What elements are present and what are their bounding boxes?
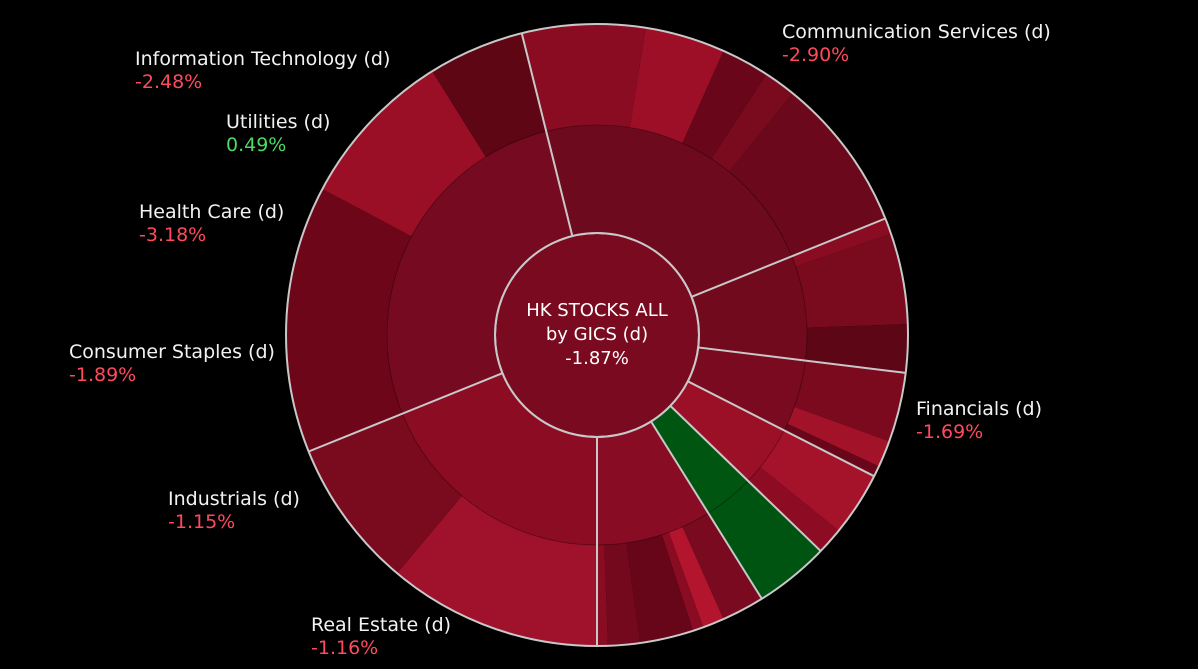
stock-slice-industrials-1[interactable] bbox=[791, 218, 892, 267]
center-title-line2: by GICS (d) bbox=[546, 324, 648, 345]
sector-change-industrials: -1.15% bbox=[168, 511, 235, 533]
sector-separator-4 bbox=[691, 217, 886, 298]
stock-slice-real-estate-4[interactable] bbox=[711, 74, 793, 172]
stock-slice-information-technology-4[interactable] bbox=[626, 534, 694, 643]
stock-slice-information-technology-6[interactable] bbox=[597, 544, 608, 646]
stock-slice-health-care-1[interactable] bbox=[760, 430, 875, 531]
sector-slice-industrials[interactable] bbox=[691, 256, 807, 361]
stock-slice-real-estate-2[interactable] bbox=[629, 27, 724, 144]
stock-slice-industrials-3[interactable] bbox=[805, 324, 908, 373]
sector-slice-information-technology[interactable] bbox=[597, 421, 709, 545]
sector-separator-3 bbox=[520, 32, 574, 237]
stock-slice-real-estate-5[interactable] bbox=[729, 93, 886, 257]
stock-slice-financials-1[interactable] bbox=[286, 188, 412, 452]
sunburst-rings bbox=[286, 23, 908, 646]
center-label: HK STOCKS ALL by GICS (d) -1.87% bbox=[526, 300, 668, 369]
sector-change-real-estate: -1.16% bbox=[311, 637, 378, 659]
sector-separator-2 bbox=[308, 372, 503, 453]
sector-slice-financials[interactable] bbox=[387, 131, 573, 414]
stock-slice-health-care-2[interactable] bbox=[748, 467, 839, 552]
center-disc-edge bbox=[494, 232, 700, 438]
stock-slice-information-technology-2[interactable] bbox=[668, 526, 724, 628]
sector-label-health-care: Health Care (d) bbox=[139, 201, 284, 223]
sector-label-industrials: Industrials (d) bbox=[168, 488, 300, 510]
stock-slice-real-estate-1[interactable] bbox=[521, 23, 646, 132]
sector-label-consumer-staples: Consumer Staples (d) bbox=[69, 341, 275, 363]
stock-slice-information-technology-3[interactable] bbox=[661, 532, 704, 631]
sector-separator-7 bbox=[669, 405, 822, 552]
sector-label-information-technology: Information Technology (d) bbox=[135, 48, 390, 70]
stock-slice-information-technology-1[interactable] bbox=[682, 513, 762, 620]
stock-slice-utilities-1[interactable] bbox=[708, 480, 821, 599]
stock-slice-real-estate-3[interactable] bbox=[682, 50, 767, 159]
sector-change-communication-services: -2.90% bbox=[782, 44, 849, 66]
center-title-line1: HK STOCKS ALL bbox=[526, 300, 668, 321]
sector-separator-5 bbox=[698, 346, 906, 374]
stock-slice-information-technology-5[interactable] bbox=[604, 542, 641, 646]
sector-change-health-care: -3.18% bbox=[139, 224, 206, 246]
stock-slice-financials-2[interactable] bbox=[322, 71, 486, 237]
sector-label-real-estate: Real Estate (d) bbox=[311, 614, 451, 636]
stock-slice-consumer-staples-1[interactable] bbox=[794, 360, 906, 442]
sector-separator-6 bbox=[687, 380, 875, 478]
sector-separator-8 bbox=[650, 420, 763, 600]
sector-label-utilities: Utilities (d) bbox=[226, 111, 330, 133]
sector-label-financials: Financials (d) bbox=[916, 398, 1042, 420]
sector-label-communication-services: Communication Services (d) bbox=[782, 21, 1051, 43]
sector-slice-communication-services[interactable] bbox=[402, 373, 597, 545]
sector-change-utilities: 0.49% bbox=[226, 134, 286, 156]
stock-slice-consumer-staples-2[interactable] bbox=[787, 406, 890, 467]
stock-slice-consumer-staples-3[interactable] bbox=[784, 423, 879, 477]
sector-separators bbox=[285, 23, 909, 647]
stock-slice-communication-services-2[interactable] bbox=[308, 413, 463, 574]
sector-labels: Communication Services (d)-2.90% Financia… bbox=[69, 21, 1051, 659]
sector-change-financials: -1.69% bbox=[916, 421, 983, 443]
sector-slice-utilities[interactable] bbox=[651, 405, 749, 514]
sector-slice-health-care[interactable] bbox=[670, 381, 785, 481]
stock-slice-communication-services-1[interactable] bbox=[397, 495, 597, 646]
sector-change-consumer-staples: -1.89% bbox=[69, 364, 136, 386]
sector-slice-real-estate[interactable] bbox=[546, 125, 792, 297]
center-total-change: -1.87% bbox=[565, 348, 629, 369]
stock-slice-industrials-2[interactable] bbox=[795, 233, 908, 328]
sector-change-information-technology: -2.48% bbox=[135, 71, 202, 93]
sector-slice-consumer-staples[interactable] bbox=[687, 347, 806, 431]
stock-slice-financials-3[interactable] bbox=[432, 33, 547, 157]
